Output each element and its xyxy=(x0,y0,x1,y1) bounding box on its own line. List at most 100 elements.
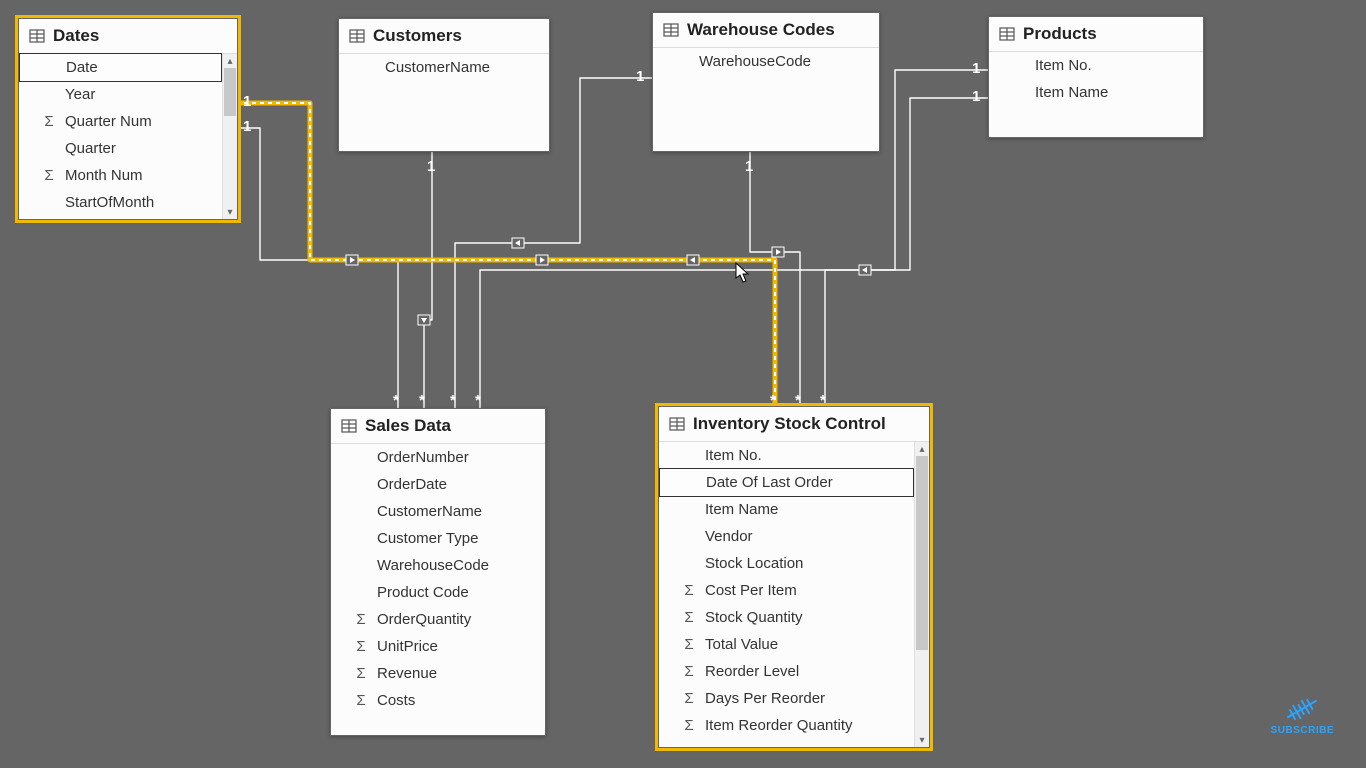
field-label: OrderQuantity xyxy=(371,611,471,628)
table-title-text: Inventory Stock Control xyxy=(693,414,886,434)
field-row[interactable]: WarehouseCode xyxy=(331,552,545,579)
field-list: Item No. Item Name xyxy=(989,52,1203,137)
field-label: Year xyxy=(59,86,95,103)
field-row[interactable]: ΣMonth Num xyxy=(19,162,222,189)
field-row[interactable]: ΣQuarter Num xyxy=(19,108,222,135)
field-row[interactable]: Year xyxy=(19,81,222,108)
field-list: OrderNumber OrderDate CustomerName Customer… xyxy=(331,444,545,735)
field-row[interactable]: CustomerName xyxy=(339,54,549,81)
table-dates[interactable]: DatesDateYearΣQuarter NumQuarterΣMonth N… xyxy=(18,18,238,220)
cardinality-label: * xyxy=(475,392,481,409)
cardinality-label: * xyxy=(393,392,399,409)
table-products[interactable]: Products Item No. Item Name xyxy=(988,16,1204,138)
field-row[interactable]: OrderNumber xyxy=(331,444,545,471)
scroll-down-icon[interactable]: ▾ xyxy=(915,733,929,747)
scroll-thumb[interactable] xyxy=(916,456,928,650)
table-title[interactable]: Dates xyxy=(19,19,237,54)
field-row[interactable]: StartOfMonth xyxy=(19,189,222,216)
field-row[interactable]: ΣUnitPrice xyxy=(331,633,545,660)
field-row[interactable]: CustomerName xyxy=(331,498,545,525)
table-title[interactable]: Customers xyxy=(339,19,549,54)
field-row[interactable]: Stock Location xyxy=(659,550,914,577)
cardinality-label: * xyxy=(450,392,456,409)
field-label: Total Value xyxy=(699,636,778,653)
field-label: Revenue xyxy=(371,665,437,682)
field-row[interactable]: ΣItem Reorder Quantity xyxy=(659,712,914,739)
field-label: CustomerName xyxy=(371,503,482,520)
field-row[interactable]: Vendor xyxy=(659,523,914,550)
table-warehouse[interactable]: Warehouse Codes WarehouseCode xyxy=(652,12,880,152)
field-label: Quarter Num xyxy=(59,113,152,130)
field-row[interactable]: OrderDate xyxy=(331,471,545,498)
field-label: WarehouseCode xyxy=(693,53,811,70)
relationship-line xyxy=(750,150,800,408)
cardinality-label: 1 xyxy=(745,158,753,175)
sigma-icon: Σ xyxy=(679,609,699,626)
relationship-line xyxy=(424,150,432,408)
field-row[interactable]: Item No. xyxy=(659,442,914,469)
field-label: OrderNumber xyxy=(371,449,469,466)
field-label: Date Of Last Order xyxy=(700,474,833,491)
sigma-icon: Σ xyxy=(39,167,59,184)
direction-marker-icon xyxy=(536,255,548,265)
cardinality-label: 1 xyxy=(636,68,644,85)
sigma-icon: Σ xyxy=(351,638,371,655)
field-row[interactable]: Item Name xyxy=(659,496,914,523)
table-sales[interactable]: Sales Data OrderNumber OrderDate CustomerNa… xyxy=(330,408,546,736)
field-row[interactable]: ΣOrderQuantity xyxy=(331,606,545,633)
table-title[interactable]: Warehouse Codes xyxy=(653,13,879,48)
scrollbar[interactable]: ▴▾ xyxy=(222,54,237,219)
scroll-up-icon[interactable]: ▴ xyxy=(915,442,929,456)
field-label: OrderDate xyxy=(371,476,447,493)
field-row[interactable]: ΣCosts xyxy=(331,687,545,714)
field-row[interactable]: ΣDays Per Reorder xyxy=(659,685,914,712)
field-label: Item No. xyxy=(1029,57,1092,74)
field-row[interactable]: ΣStock Quantity xyxy=(659,604,914,631)
field-row[interactable]: WarehouseCode xyxy=(653,48,879,75)
table-inventory[interactable]: Inventory Stock Control Item No. Date Of L… xyxy=(658,406,930,748)
field-list: Item No. Date Of Last Order Item Name Vendo… xyxy=(659,442,914,747)
field-row[interactable]: Customer Type xyxy=(331,525,545,552)
field-row[interactable]: Product Code xyxy=(331,579,545,606)
table-title[interactable]: Inventory Stock Control xyxy=(659,407,929,442)
field-row[interactable]: Date Of Last Order xyxy=(659,468,914,497)
field-label: StartOfMonth xyxy=(59,194,154,211)
sigma-icon: Σ xyxy=(679,717,699,734)
field-label: Date xyxy=(60,59,98,76)
sigma-icon: Σ xyxy=(351,665,371,682)
table-title-text: Products xyxy=(1023,24,1097,44)
field-label: Customer Type xyxy=(371,530,478,547)
cardinality-label: * xyxy=(419,392,425,409)
field-row[interactable]: ΣTotal Value xyxy=(659,631,914,658)
relationship-line xyxy=(236,128,398,408)
cardinality-label: 1 xyxy=(243,118,251,135)
field-row[interactable]: ΣReorder Level xyxy=(659,658,914,685)
field-row[interactable]: ΣRevenue xyxy=(331,660,545,687)
table-title-text: Warehouse Codes xyxy=(687,20,835,40)
field-row[interactable]: Item Name xyxy=(989,79,1203,106)
direction-marker-icon xyxy=(418,315,430,325)
field-row[interactable]: Item No. xyxy=(989,52,1203,79)
field-row[interactable]: Quarter xyxy=(19,135,222,162)
scrollbar[interactable]: ▴▾ xyxy=(914,442,929,747)
cardinality-label: 1 xyxy=(972,88,980,105)
scroll-down-icon[interactable]: ▾ xyxy=(223,205,237,219)
subscribe-watermark: SUBSCRIBE xyxy=(1271,695,1334,736)
scroll-up-icon[interactable]: ▴ xyxy=(223,54,237,68)
cardinality-label: * xyxy=(795,392,801,409)
table-title[interactable]: Sales Data xyxy=(331,409,545,444)
scroll-thumb[interactable] xyxy=(224,68,236,116)
subscribe-label: SUBSCRIBE xyxy=(1271,725,1334,736)
field-label: Vendor xyxy=(699,528,753,545)
field-label: Product Code xyxy=(371,584,469,601)
field-row[interactable]: ΣCost Per Item xyxy=(659,577,914,604)
direction-marker-icon xyxy=(346,255,358,265)
cardinality-label: 1 xyxy=(243,93,251,110)
direction-marker-icon xyxy=(859,265,871,275)
field-label: WarehouseCode xyxy=(371,557,489,574)
table-title[interactable]: Products xyxy=(989,17,1203,52)
table-customers[interactable]: CustomersCustomerName xyxy=(338,18,550,152)
field-list: WarehouseCode xyxy=(653,48,879,151)
field-row[interactable]: Date xyxy=(19,53,222,82)
table-title-text: Sales Data xyxy=(365,416,451,436)
